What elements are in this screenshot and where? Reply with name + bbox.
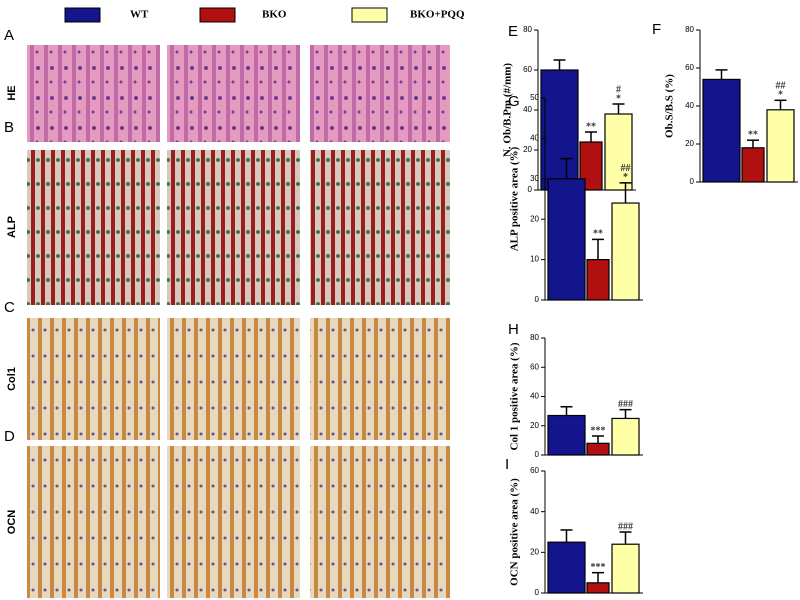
panel-label: I [505,456,509,473]
significance: ** [593,229,603,240]
y-tick-label: 0 [690,177,695,186]
significance: * [778,90,783,101]
y-tick-label: 40 [523,105,532,114]
y-tick-label: 20 [530,421,539,430]
image [310,446,450,598]
y-tick-label: 60 [685,63,694,72]
y-tick-label: 20 [523,145,532,154]
y-tick-label: 0 [535,295,540,304]
y-tick-label: 80 [685,25,694,34]
image [27,446,160,598]
y-tick-label: 30 [530,174,539,183]
row-label: OCN [6,510,18,535]
panel-label: C [4,299,15,316]
y-tick-label: 80 [530,333,539,342]
image [310,45,450,142]
significance: ## [776,81,786,92]
y-tick-label: 0 [535,450,540,459]
y-tick-label: 40 [530,134,539,143]
bar [611,417,640,456]
significance: ### [618,399,633,410]
significance: * [623,172,628,183]
image [167,150,300,305]
significance: ### [618,521,633,532]
panel-label: E [508,23,518,40]
bar [586,442,610,456]
y-axis-label: Ob.S/B.S (%) [664,74,676,138]
bar [766,109,795,183]
y-tick-label: 60 [530,466,539,475]
bar [611,543,640,594]
panel-label: D [4,428,15,445]
row-label: ALP [6,216,18,238]
legend-swatch [64,7,101,23]
bar [611,202,640,301]
image [27,318,160,440]
row-label: HE [6,85,18,100]
bar [547,178,586,301]
bar [579,141,603,191]
y-tick-label: 20 [530,547,539,556]
bar [702,78,741,183]
y-tick-label: 40 [530,392,539,401]
image [167,318,300,440]
y-tick-label: 60 [523,65,532,74]
panel-label: G [508,93,520,110]
legend-label: BKO [262,9,287,21]
y-tick-label: 40 [530,507,539,516]
bar [586,582,610,594]
significance: ** [748,129,758,140]
panel-label: H [508,321,519,338]
legend-label: BKO+PQQ [410,9,465,21]
image [310,150,450,305]
significance: *** [591,562,606,573]
bar [741,147,765,183]
legend-swatch [351,7,388,23]
y-tick-label: 40 [685,101,694,110]
bar [604,113,633,191]
significance: # [616,84,621,95]
y-axis-label: ALP positive area (%) [509,146,521,251]
y-axis-label: N. Ob/B.Pm (#/mm) [502,63,514,157]
significance: *** [591,425,606,436]
y-tick-label: 20 [530,214,539,223]
y-tick-label: 80 [523,25,532,34]
y-tick-label: 20 [685,139,694,148]
y-tick-label: 0 [528,185,533,194]
panel-label: B [4,119,14,136]
y-axis-label: Col 1 positive area (%) [509,342,521,450]
significance: * [616,93,621,104]
y-tick-label: 10 [530,255,539,264]
bar [586,259,610,301]
row-label: Col1 [6,367,18,391]
panel-label: A [4,27,14,44]
y-axis-label: OCN positive area (%) [509,478,521,586]
bar [547,414,586,456]
image [27,150,160,305]
panel-label: F [652,21,661,38]
significance: ## [621,163,631,174]
bar [547,541,586,594]
y-tick-label: 0 [535,588,540,597]
image [310,318,450,440]
y-tick-label: 50 [530,93,539,102]
bar [540,69,579,191]
significance: ** [586,121,596,132]
image [27,45,160,142]
y-tick-label: 60 [530,362,539,371]
legend-swatch [199,7,236,23]
legend-label: WT [130,9,149,21]
histology [27,45,450,598]
image [167,446,300,598]
image [167,45,300,142]
